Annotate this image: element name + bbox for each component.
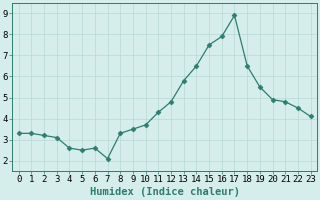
X-axis label: Humidex (Indice chaleur): Humidex (Indice chaleur): [90, 187, 240, 197]
